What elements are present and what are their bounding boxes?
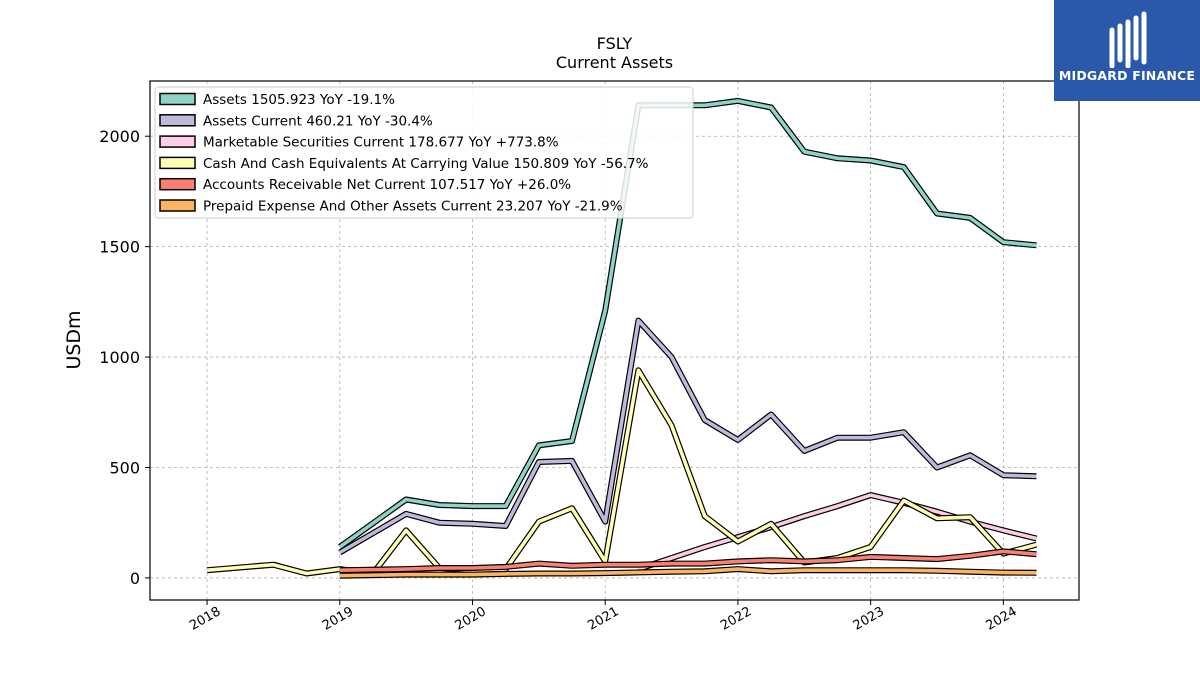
- legend-entry: Assets 1505.923 YoY -19.1%: [203, 92, 395, 108]
- legend-swatch: [159, 177, 196, 191]
- brand-logo-mark-icon: [1109, 11, 1147, 68]
- series-line: [339, 567, 1037, 578]
- series-line: [338, 318, 1037, 555]
- legend-entry: Prepaid Expense And Other Assets Current…: [203, 199, 623, 215]
- series-0: [338, 97, 1037, 550]
- y-tick-label: 1500: [99, 238, 140, 257]
- x-tick-label: 2022: [718, 604, 754, 634]
- series-line: [338, 99, 1037, 549]
- series-1: [338, 317, 1037, 556]
- brand-logo: MIDGARD FINANCE: [1054, 0, 1200, 101]
- x-tick-label: 2018: [187, 604, 223, 634]
- y-tick-label: 1000: [99, 348, 140, 367]
- series-lines: [206, 97, 1038, 579]
- legend-swatch: [159, 114, 196, 127]
- series-4: [339, 548, 1037, 574]
- x-tick-label: 2024: [984, 604, 1020, 634]
- legend-swatch: [159, 156, 196, 170]
- x-tick-label: 2021: [585, 604, 621, 634]
- y-axis-ticks: 0 500 1000 1500 2000: [99, 127, 150, 588]
- x-tick-label: 2020: [453, 604, 489, 634]
- chart-title: FSLY: [597, 34, 633, 53]
- x-axis-ticks: 2018 2019 2020 2021 2022 2023 2024: [187, 600, 1020, 634]
- series-line: [206, 368, 1037, 576]
- plot-frame: [149, 80, 1080, 601]
- legend-swatch: [159, 135, 196, 148]
- y-tick-label: 2000: [99, 127, 140, 146]
- legend: Assets 1505.923 YoY -19.1% Assets Current…: [154, 86, 694, 219]
- y-tick-label: 500: [109, 458, 140, 477]
- legend-swatch: [159, 92, 196, 106]
- series-5: [339, 566, 1037, 579]
- series-3: [206, 367, 1038, 577]
- legend-box: [154, 86, 694, 219]
- y-axis-label: USDm: [63, 310, 85, 369]
- legend-entry: Cash And Cash Equivalents At Carrying Va…: [203, 156, 649, 172]
- y-tick-label: 0: [130, 569, 140, 588]
- x-tick-label: 2019: [320, 604, 356, 634]
- legend-entry: Marketable Securities Current 178.677 Yo…: [203, 135, 559, 151]
- legend-entry: Accounts Receivable Net Current 107.517 …: [203, 177, 571, 193]
- legend-entry: Assets Current 460.21 YoY -30.4%: [203, 113, 433, 129]
- series-line: [339, 549, 1037, 572]
- x-tick-label: 2023: [851, 604, 887, 634]
- legend-swatch: [159, 199, 196, 212]
- brand-name: MIDGARD FINANCE: [1058, 68, 1196, 83]
- chart-subtitle: Current Assets: [556, 53, 673, 72]
